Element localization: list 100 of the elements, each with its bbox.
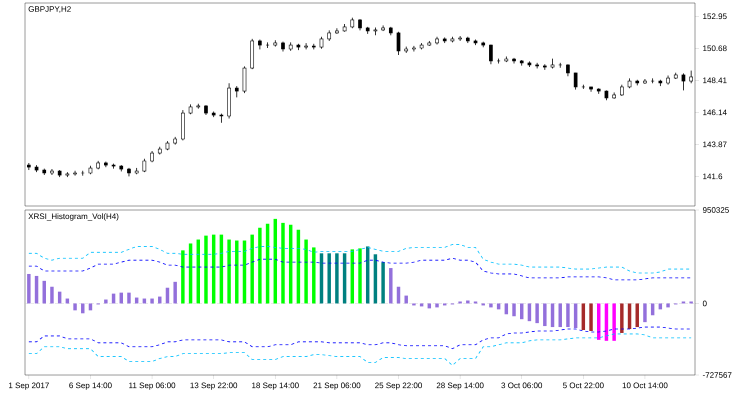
chart-title: GBPJPY,H2	[28, 6, 71, 13]
bar	[27, 274, 31, 304]
candlestick	[234, 86, 239, 98]
candlestick	[188, 104, 192, 115]
bar	[558, 303, 562, 328]
bar	[196, 240, 200, 304]
x-tick-label: 1 Sep 2017	[9, 382, 49, 390]
candlestick	[204, 104, 208, 116]
bar	[227, 240, 231, 304]
bar	[612, 303, 616, 341]
candlestick	[142, 158, 146, 173]
bar	[620, 303, 624, 333]
candlestick	[358, 18, 362, 31]
bar	[374, 254, 378, 304]
candlestick	[150, 150, 154, 163]
bar	[520, 303, 524, 320]
y-tick-label: 0	[702, 300, 707, 306]
x-tick-label: 21 Sep 06:00	[314, 382, 360, 390]
y-tick-label: 152.95	[703, 13, 727, 20]
bar	[312, 247, 316, 304]
bar	[636, 303, 639, 328]
bar	[597, 303, 600, 340]
x-tick-label: 28 Sep 14:00	[436, 382, 484, 390]
candlestick	[281, 41, 285, 52]
bar	[304, 240, 308, 304]
candlestick	[550, 58, 554, 69]
bar	[88, 303, 92, 310]
candlestick	[682, 73, 686, 91]
bar	[58, 292, 62, 304]
x-tick-label: 5 Oct 22:00	[562, 382, 604, 388]
candlestick	[489, 44, 493, 65]
bar	[288, 224, 292, 304]
x-tick-label: 13 Sep 22:00	[190, 382, 238, 390]
bar	[496, 303, 500, 310]
x-tick-label: 10 Oct 14:00	[622, 382, 668, 388]
bar	[150, 298, 154, 304]
bar	[366, 246, 370, 304]
candlestick	[304, 42, 308, 50]
bar	[158, 296, 162, 304]
bar	[274, 218, 278, 304]
bar	[34, 276, 38, 304]
bar	[428, 303, 432, 308]
x-tick-label: 11 Sep 06:00	[129, 382, 176, 390]
bar	[381, 262, 385, 304]
x-tick-label: 25 Sep 22:00	[375, 382, 422, 390]
bar	[643, 303, 647, 322]
bar	[296, 230, 300, 304]
candlestick	[396, 31, 400, 56]
bar	[188, 243, 192, 304]
bar	[550, 303, 554, 328]
bar	[574, 303, 578, 328]
bar	[658, 303, 662, 310]
candlestick	[374, 27, 378, 36]
bar	[204, 236, 208, 304]
bar	[350, 249, 354, 304]
bar	[127, 292, 131, 304]
y-tick-label: 950325	[702, 207, 729, 213]
x-tick-label: 18 Sep 14:00	[252, 382, 299, 390]
y-tick-label: 146.14	[703, 110, 727, 116]
bar	[543, 303, 547, 326]
candlestick	[574, 72, 578, 90]
bar	[535, 303, 539, 324]
bar	[104, 300, 108, 304]
bar	[566, 303, 570, 328]
bar	[235, 240, 239, 304]
bar	[650, 303, 654, 316]
bar	[173, 282, 177, 304]
bar	[258, 228, 262, 304]
candlestick	[220, 113, 224, 124]
candlestick	[628, 78, 632, 89]
bar	[42, 280, 46, 304]
x-tick-label: 3 Oct 06:00	[501, 382, 542, 388]
y-tick-label: 150.68	[703, 45, 727, 52]
bar	[628, 303, 632, 330]
bar	[266, 224, 270, 304]
bar	[582, 303, 586, 330]
bar	[142, 298, 146, 304]
y-tick-label: 143.87	[703, 142, 727, 148]
y-tick-label: 141.6	[703, 174, 722, 180]
candlestick	[242, 66, 246, 94]
bar	[420, 303, 424, 306]
bar	[212, 234, 216, 304]
y-tick-label: 148.41	[703, 77, 727, 84]
candlestick	[689, 70, 693, 84]
bar	[250, 234, 254, 304]
candlestick	[566, 64, 570, 77]
bar	[604, 303, 608, 341]
candlestick	[166, 140, 170, 151]
bar	[73, 303, 77, 310]
bar	[181, 250, 185, 304]
bar	[589, 303, 593, 331]
bar	[112, 294, 116, 304]
bar	[327, 253, 331, 304]
candlestick	[666, 75, 670, 86]
bar	[489, 303, 493, 308]
bar	[528, 303, 532, 322]
candlestick	[620, 84, 624, 96]
chart-title: XRSI_Histogram_Vol(H4)	[28, 213, 118, 221]
bar	[81, 303, 84, 314]
bar	[666, 303, 670, 308]
